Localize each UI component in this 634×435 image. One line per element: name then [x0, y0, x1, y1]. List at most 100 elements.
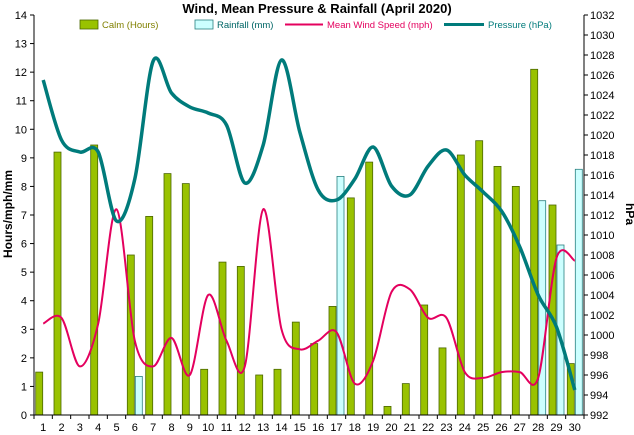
y-tick-label: 0: [21, 410, 27, 422]
calm-bar: [200, 368, 209, 416]
calm-bar: [328, 305, 337, 416]
y-right-tick-label: 1026: [590, 70, 614, 82]
y-right-tick-label: 1030: [590, 30, 614, 42]
calm-bar: [163, 173, 172, 416]
calm-bar: [401, 383, 410, 416]
y-tick-label: 4: [21, 296, 27, 308]
y-axis-label: Hours/mph/mm: [1, 170, 15, 258]
calm-bar: [255, 374, 264, 416]
x-tick-label: 22: [422, 422, 434, 434]
legend-label-rainfall: Rainfall (mm): [217, 20, 273, 31]
chart-title: Wind, Mean Pressure & Rainfall (April 20…: [182, 1, 451, 16]
y-right-tick-label: 1002: [590, 310, 614, 322]
x-tick-label: 12: [239, 422, 251, 434]
y-tick-label: 14: [15, 10, 27, 22]
x-tick-label: 16: [312, 422, 324, 434]
calm-bar: [511, 185, 520, 416]
legend-item-rainfall: Rainfall (mm): [194, 19, 273, 31]
x-tick-label: 7: [150, 422, 156, 434]
y-tick-label: 1: [21, 381, 27, 393]
x-tick-label: 9: [187, 422, 193, 434]
y-tick-label: 12: [15, 67, 27, 79]
calm-bar: [438, 347, 447, 416]
legend-swatch-calm: [79, 19, 99, 30]
legend-label-wind-speed: Mean Wind Speed (mph): [327, 20, 433, 31]
legend-swatch-rainfall: [194, 19, 214, 30]
x-tick-label: 4: [95, 422, 101, 434]
pressure-line: [41, 56, 577, 391]
x-tick-label: 14: [275, 422, 287, 434]
calm-bar: [236, 265, 245, 416]
y-tick-label: 13: [15, 39, 27, 51]
calm-bar: [291, 321, 300, 416]
x-tick-label: 2: [58, 422, 64, 434]
calm-bar: [90, 144, 99, 416]
axes-group: 0123456789101112131499299499699810001002…: [15, 10, 615, 434]
x-tick-label: 13: [257, 422, 269, 434]
y-tick-label: 11: [16, 96, 27, 108]
calm-bar: [548, 204, 557, 416]
x-tick-label: 6: [132, 422, 138, 434]
y-right-tick-label: 1032: [590, 10, 614, 22]
x-tick-label: 11: [221, 422, 232, 434]
y-right-tick-label: 1028: [590, 50, 614, 62]
legend-label-pressure: Pressure (hPa): [488, 20, 552, 31]
legend-item-wind-speed: Mean Wind Speed (mph): [285, 20, 433, 31]
y-tick-label: 6: [21, 239, 27, 251]
y-right-tick-label: 1004: [590, 290, 614, 302]
y-right-tick-label: 1024: [590, 90, 614, 102]
x-tick-label: 23: [440, 422, 452, 434]
x-tick-label: 27: [514, 422, 526, 434]
y-right-tick-label: 1012: [590, 210, 614, 222]
calm-bar: [35, 371, 44, 416]
y-right-tick-label: 1016: [590, 170, 614, 182]
calm-bar: [475, 140, 484, 416]
rainfall-bar: [134, 375, 143, 416]
calm-bar: [420, 304, 429, 416]
y-right-tick-label: 1008: [590, 250, 614, 262]
x-tick-label: 8: [168, 422, 174, 434]
y-right-tick-label: 1006: [590, 270, 614, 282]
y-right-tick-label: 1018: [590, 150, 614, 162]
line-series-group: [41, 56, 577, 391]
y-tick-label: 10: [15, 124, 27, 136]
y-right-tick-label: 1000: [590, 330, 614, 342]
x-tick-label: 18: [349, 422, 361, 434]
x-tick-label: 19: [367, 422, 379, 434]
calm-bar: [530, 68, 539, 416]
calm-bar: [273, 368, 282, 416]
y-tick-label: 2: [21, 353, 27, 365]
legend-item-pressure: Pressure (hPa): [444, 20, 552, 31]
x-tick-label: 17: [330, 422, 342, 434]
calm-bar: [310, 343, 319, 416]
rainfall-bar: [574, 168, 583, 416]
y-right-tick-label: 992: [590, 410, 608, 422]
y-tick-label: 9: [21, 153, 27, 165]
legend: Calm (Hours) Rainfall (mm) Mean Wind Spe…: [79, 19, 552, 31]
y-right-tick-label: 996: [590, 370, 608, 382]
x-tick-label: 21: [404, 422, 416, 434]
x-tick-label: 3: [77, 422, 83, 434]
y-tick-label: 3: [21, 324, 27, 336]
x-tick-label: 20: [385, 422, 397, 434]
calm-bar: [456, 154, 465, 416]
x-tick-label: 28: [532, 422, 544, 434]
x-tick-label: 15: [294, 422, 306, 434]
bar-series-group: [35, 68, 583, 416]
x-tick-label: 25: [477, 422, 489, 434]
x-tick-label: 26: [495, 422, 507, 434]
x-tick-label: 5: [113, 422, 119, 434]
wind-speed-line: [42, 208, 576, 386]
y-right-tick-label: 1020: [590, 130, 614, 142]
rainfall-bar: [336, 175, 345, 416]
y-right-tick-label: 1010: [590, 230, 614, 242]
x-tick-label: 30: [569, 422, 581, 434]
legend-label-calm: Calm (Hours): [102, 20, 158, 31]
legend-item-calm: Calm (Hours): [79, 19, 158, 31]
x-tick-label: 1: [40, 422, 46, 434]
y-tick-label: 8: [21, 181, 27, 193]
calm-bar: [181, 183, 190, 416]
y-right-tick-label: 1014: [590, 190, 614, 202]
